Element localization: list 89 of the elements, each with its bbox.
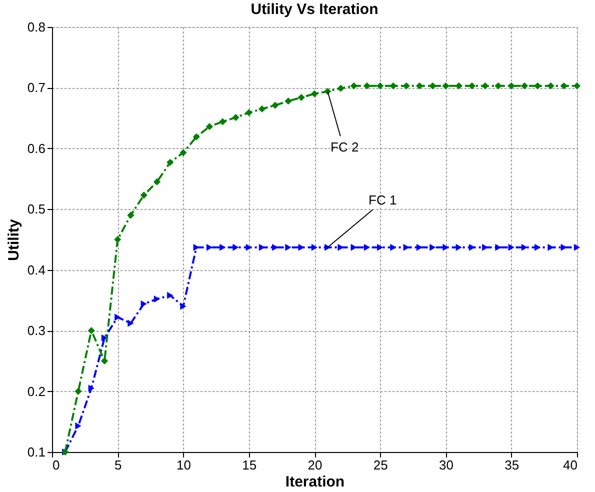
x-tick-label: 20 xyxy=(308,458,322,472)
point xyxy=(560,244,567,251)
point xyxy=(114,236,122,244)
point xyxy=(75,422,82,430)
point xyxy=(508,244,514,251)
point xyxy=(180,302,186,310)
point xyxy=(416,82,424,90)
point xyxy=(88,327,95,334)
point xyxy=(521,244,528,251)
point xyxy=(258,105,266,112)
point xyxy=(403,244,410,251)
point xyxy=(402,82,410,90)
point xyxy=(337,84,344,92)
x-tick-label: 5 xyxy=(114,458,122,472)
point xyxy=(232,244,239,251)
point xyxy=(508,82,515,90)
y-axis-title: Utility xyxy=(5,218,22,261)
y-tick-label: 0.5 xyxy=(27,202,46,217)
x-axis-title: Iteration xyxy=(285,474,345,490)
point xyxy=(127,212,134,219)
y-tick-label: 0.7 xyxy=(27,80,46,96)
y-tick-label: 0.8 xyxy=(27,20,46,34)
point xyxy=(232,114,240,121)
x-tick-label: 25 xyxy=(373,458,388,472)
point xyxy=(390,82,397,90)
point xyxy=(128,320,134,327)
point xyxy=(298,94,305,101)
point xyxy=(310,90,318,98)
point xyxy=(494,82,502,90)
point xyxy=(246,244,252,251)
point xyxy=(298,244,304,251)
x-tick-label: 10 xyxy=(176,458,191,472)
point xyxy=(534,244,541,251)
annotation: FC 1 xyxy=(368,192,397,208)
point xyxy=(100,357,108,364)
point xyxy=(192,133,200,140)
y-tick-label: 0.6 xyxy=(27,140,46,156)
point xyxy=(220,244,226,251)
point xyxy=(534,82,542,90)
point xyxy=(114,314,121,321)
point xyxy=(364,244,370,251)
point xyxy=(206,244,213,251)
point xyxy=(455,82,462,90)
point xyxy=(363,82,371,90)
y-tick-label: 0.1 xyxy=(27,444,46,460)
point xyxy=(167,292,174,299)
x-tick-label: 35 xyxy=(504,458,520,472)
point xyxy=(442,244,449,251)
x-tick-label: 40 xyxy=(563,458,578,472)
chart-title: Utility Vs Iteration xyxy=(250,1,378,18)
point xyxy=(442,82,450,90)
point xyxy=(547,82,554,90)
point xyxy=(482,82,489,90)
point xyxy=(456,244,462,251)
x-tick-label: 30 xyxy=(439,458,454,472)
point xyxy=(350,82,358,90)
point xyxy=(376,82,384,90)
point xyxy=(311,244,318,251)
point xyxy=(166,158,174,166)
point xyxy=(140,192,148,199)
y-tick-label: 0.3 xyxy=(27,323,46,338)
point xyxy=(154,295,160,303)
point xyxy=(180,149,187,156)
x-tick-label: 15 xyxy=(242,458,257,472)
point xyxy=(430,244,436,251)
point xyxy=(573,82,581,90)
point xyxy=(350,244,357,251)
point xyxy=(153,178,161,186)
point xyxy=(390,244,396,251)
point xyxy=(284,98,292,105)
point xyxy=(206,123,214,130)
point xyxy=(377,244,384,251)
y-tick-label: 0.4 xyxy=(27,262,46,278)
point xyxy=(520,82,528,90)
point xyxy=(140,300,147,308)
point xyxy=(219,118,226,126)
point xyxy=(245,109,252,116)
point xyxy=(193,244,200,251)
x-tick-label: 0 xyxy=(52,458,60,472)
point xyxy=(560,82,568,90)
point xyxy=(574,244,580,251)
point xyxy=(74,388,82,395)
point xyxy=(272,102,279,109)
annotation: FC 2 xyxy=(330,139,359,154)
point xyxy=(468,82,476,90)
point xyxy=(285,244,292,251)
point xyxy=(429,82,436,90)
point xyxy=(88,384,94,392)
y-tick-label: 0.2 xyxy=(27,384,46,399)
